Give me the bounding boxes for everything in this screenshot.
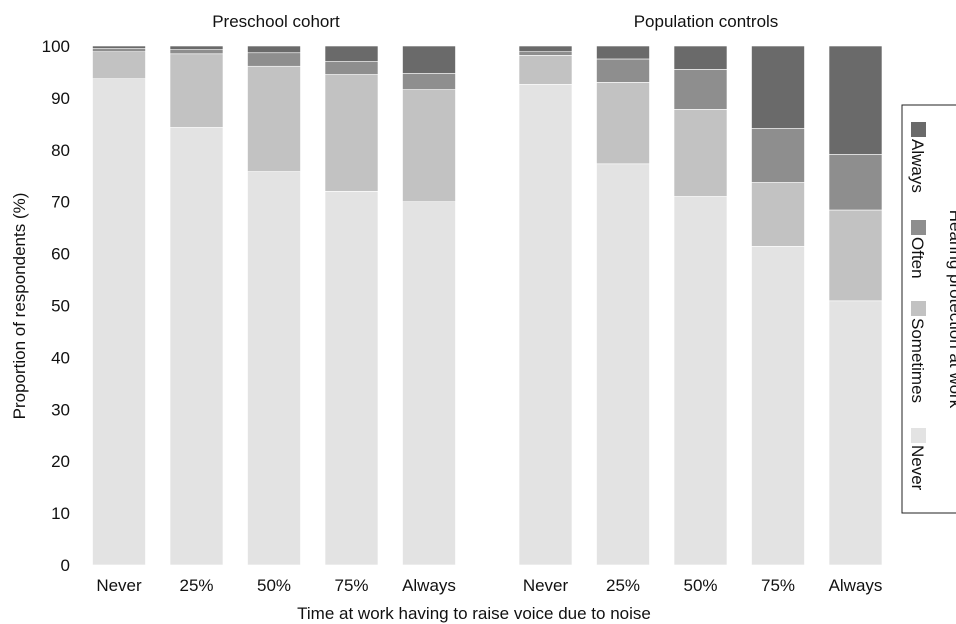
panel-title: Preschool cohort <box>212 12 340 31</box>
y-tick-label: 40 <box>51 348 70 367</box>
legend-label: Always <box>908 139 927 193</box>
bar-segment-often <box>324 61 379 75</box>
bar-segment-often <box>751 128 805 183</box>
bar-segment-sometimes <box>673 109 728 197</box>
x-tick-label: 25% <box>179 576 213 595</box>
bar-segment-always <box>92 45 146 49</box>
bar-segment-never <box>402 201 456 566</box>
bar-segment-often <box>828 154 883 211</box>
legend-item-always: Always <box>908 122 927 193</box>
y-tick-label: 0 <box>61 556 70 575</box>
bar-segment-sometimes <box>169 53 224 128</box>
bar-segment-often <box>596 58 650 83</box>
bar-segment-never <box>518 84 573 566</box>
bar-segment-always <box>169 45 224 50</box>
bar-segment-sometimes <box>324 74 379 192</box>
bar-stack-25 <box>169 45 224 566</box>
bar-segment-always <box>751 45 805 129</box>
bar-segment-sometimes <box>828 209 883 302</box>
bar-segment-never <box>596 163 650 566</box>
x-tick-label: 25% <box>606 576 640 595</box>
x-tick-label: 50% <box>257 576 291 595</box>
y-tick-label: 30 <box>51 400 70 419</box>
bar-segment-sometimes <box>596 82 650 165</box>
bar-segment-often <box>402 73 456 90</box>
x-tick-label: 75% <box>334 576 368 595</box>
legend-entries: Always Often Sometimes Never <box>908 122 927 491</box>
legend-title: Hearing protection at work <box>946 210 956 409</box>
bar-stack-75 <box>324 45 379 566</box>
y-tick-label: 70 <box>51 193 70 212</box>
bar-segment-never <box>92 78 146 566</box>
legend-label: Never <box>908 445 927 491</box>
legend: Hearing protection at work Always Often So… <box>901 104 956 514</box>
bar-segment-never <box>169 127 224 566</box>
y-tick-label: 60 <box>51 245 70 264</box>
bar-segment-always <box>828 45 883 155</box>
y-tick-label: 90 <box>51 89 70 108</box>
bar-segment-sometimes <box>92 51 146 79</box>
legend-swatch <box>911 220 926 235</box>
legend-swatch <box>911 122 926 137</box>
bar-segment-often <box>169 49 224 55</box>
bar-segment-never <box>673 196 728 566</box>
x-axis-label: Time at work having to raise voice due t… <box>297 604 651 623</box>
bar-segment-never <box>751 246 805 566</box>
y-tick-label: 80 <box>51 141 70 160</box>
bar-segment-never <box>828 300 883 566</box>
bar-stack-always <box>402 45 456 566</box>
x-tick-label: Always <box>402 576 456 595</box>
bar-stack-always <box>828 45 883 566</box>
bar-stack-never <box>518 45 573 566</box>
bar-segment-often <box>518 51 573 56</box>
y-tick-label: 100 <box>42 37 70 56</box>
legend-item-sometimes: Sometimes <box>908 301 927 403</box>
y-tick-label: 10 <box>51 504 70 523</box>
bar-stack-25 <box>596 45 650 566</box>
bar-segment-sometimes <box>518 55 573 85</box>
legend-swatch <box>911 301 926 316</box>
y-tick-label: 50 <box>51 297 70 316</box>
bar-segment-always <box>518 45 573 53</box>
legend-item-never: Never <box>908 428 927 491</box>
panel-title: Population controls <box>634 12 779 31</box>
bar-stack-75 <box>751 45 805 566</box>
legend-label: Often <box>908 237 927 279</box>
x-tick-label: 50% <box>683 576 717 595</box>
bar-segment-never <box>324 191 379 566</box>
y-tick-label: 20 <box>51 452 70 471</box>
bar-segment-sometimes <box>751 182 805 247</box>
bar-segment-always <box>324 45 379 62</box>
bar-segment-sometimes <box>247 65 301 172</box>
bar-segment-always <box>247 45 301 54</box>
legend-swatch <box>911 428 926 443</box>
bar-segment-never <box>247 171 301 566</box>
bar-segment-always <box>673 45 728 70</box>
legend-label: Sometimes <box>908 318 927 403</box>
bar-stack-50 <box>673 45 728 566</box>
legend-item-often: Often <box>908 220 927 279</box>
x-tick-label: Always <box>829 576 883 595</box>
panel-preschool-cohort: Preschool cohort Never 25% 50% 75% Always <box>92 12 456 595</box>
y-axis: 0 10 20 30 40 50 60 70 80 90 100 <box>42 37 70 575</box>
bar-segment-sometimes <box>402 89 456 202</box>
bar-segment-often <box>92 48 146 53</box>
bar-stack-never <box>92 45 146 566</box>
x-tick-label: Never <box>96 576 142 595</box>
x-tick-label: 75% <box>761 576 795 595</box>
panel-population-controls: Population controls Never 25% 50% 75% Always <box>518 12 883 595</box>
bar-segment-always <box>402 45 456 74</box>
x-tick-label: Never <box>523 576 569 595</box>
bar-segment-always <box>596 45 650 60</box>
y-axis-label: Proportion of respondents (%) <box>10 193 29 420</box>
bar-stack-50 <box>247 45 301 566</box>
bar-segment-often <box>247 52 301 67</box>
bar-segment-often <box>673 69 728 110</box>
